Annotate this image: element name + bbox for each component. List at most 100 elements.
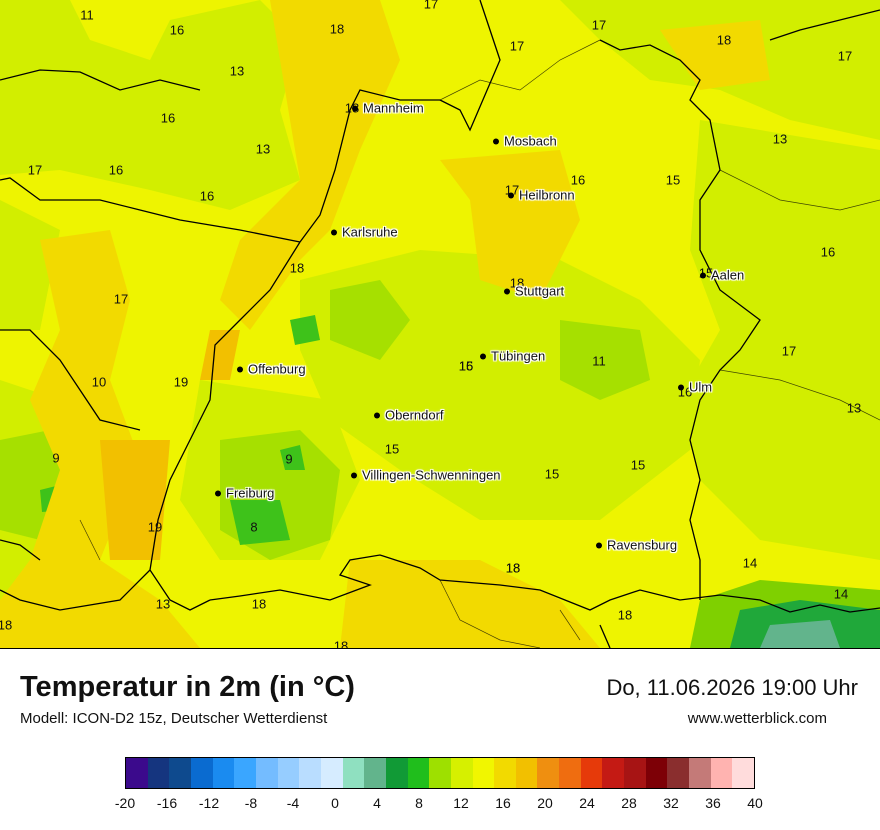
city-name: Karlsruhe [342, 224, 398, 240]
temperature-label: 17 [781, 343, 797, 359]
city-marker-mannheim: Mannheim [352, 101, 424, 116]
temperature-label: 13 [255, 141, 271, 157]
temperature-label: 18 [251, 596, 267, 612]
temperature-label: 17 [113, 291, 129, 307]
legend-tick-label: -20 [114, 795, 136, 811]
legend-swatch [320, 758, 343, 788]
legend-swatch [126, 758, 148, 788]
legend-swatch [147, 758, 170, 788]
temperature-label: 11 [592, 353, 606, 369]
temperature-label: 18 [329, 21, 345, 37]
city-marker-ravensburg: Ravensburg [596, 538, 677, 553]
legend-tick-label: 28 [621, 795, 637, 811]
temperature-label: 16 [199, 188, 215, 204]
legend-tick-label: 4 [373, 795, 381, 811]
map-background [0, 0, 880, 648]
temperature-label: 15 [665, 172, 681, 188]
color-scale-legend [125, 757, 755, 789]
city-dot-icon [480, 353, 486, 360]
temperature-label: 17 [509, 38, 525, 54]
legend-tick-label: 12 [453, 795, 469, 811]
city-dot-icon [700, 272, 706, 279]
city-marker-ulm: Ulm [678, 380, 712, 395]
temperature-label: 18 [617, 607, 633, 623]
legend-swatch [190, 758, 213, 788]
temperature-label: 15 [544, 466, 560, 482]
temperature-label: 18 [716, 32, 732, 48]
city-name: Villingen-Schwenningen [362, 467, 501, 483]
temperature-label: 15 [458, 358, 474, 374]
temperature-label: 13 [772, 131, 788, 147]
temperature-label: 8 [250, 519, 258, 535]
city-marker-villingen-schwenningen: Villingen-Schwenningen [351, 468, 501, 483]
legend-tick-label: 24 [579, 795, 595, 811]
legend-swatch [537, 758, 560, 788]
city-marker-karlsruhe: Karlsruhe [331, 225, 398, 240]
map-title: Temperatur in 2m (in °C) [20, 671, 355, 703]
legend-swatch [472, 758, 495, 788]
city-dot-icon [374, 412, 380, 419]
legend-swatch [667, 758, 690, 788]
legend-swatch [277, 758, 300, 788]
legend-tick-label: -12 [198, 795, 220, 811]
temperature-label: 9 [285, 451, 293, 467]
temperature-label: 11 [80, 7, 94, 23]
legend-swatch [169, 758, 191, 788]
legend-tick-label: 0 [331, 795, 339, 811]
legend-swatch [710, 758, 733, 788]
temperature-label: 16 [570, 172, 586, 188]
city-dot-icon [678, 384, 684, 391]
temperature-label: 18 [509, 275, 525, 291]
city-marker-offenburg: Offenburg [237, 362, 306, 377]
legend-swatch [689, 758, 711, 788]
legend-swatch [624, 758, 646, 788]
temperature-label: 14 [742, 555, 758, 571]
legend-tick-label: 36 [705, 795, 721, 811]
temperature-label: 13 [229, 63, 245, 79]
temperature-label: 17 [837, 48, 853, 64]
legend-swatch [255, 758, 278, 788]
city-marker-oberndorf: Oberndorf [374, 408, 444, 423]
temperature-label: 18 [505, 560, 521, 576]
city-marker-stuttgart: Stuttgart [504, 284, 564, 299]
legend-swatch [602, 758, 625, 788]
city-marker-freiburg: Freiburg [215, 486, 274, 501]
temperature-label: 19 [173, 374, 189, 390]
temperature-label: 18 [505, 560, 521, 576]
legend-swatch [212, 758, 235, 788]
temperature-label: 14 [833, 586, 849, 602]
city-dot-icon [508, 192, 514, 199]
legend-swatch [645, 758, 668, 788]
temperature-map: 11 17 16 18 17 17 18 13 17 16 18 16 13 1… [0, 0, 880, 649]
legend-swatch [234, 758, 256, 788]
city-dot-icon [331, 229, 337, 236]
website-credit: www.wetterblick.com [687, 710, 827, 727]
legend-swatch [407, 758, 430, 788]
legend-swatch [364, 758, 386, 788]
legend-swatch [299, 758, 321, 788]
city-dot-icon [352, 105, 358, 112]
legend-ticks: -20 -16 -12 -8 -4 0 4 8 12 16 20 24 28 32 36 40 [115, 795, 763, 813]
city-name: Mannheim [363, 100, 424, 116]
city-name: Heilbronn [519, 187, 575, 203]
temperature-label: 16 [108, 162, 124, 178]
temperature-label: 13 [155, 596, 171, 612]
city-name: Tübingen [491, 348, 546, 364]
legend-tick-label: -16 [156, 795, 178, 811]
city-marker-aalen: Aalen [700, 268, 744, 283]
legend-swatch [450, 758, 473, 788]
city-name: Aalen [711, 267, 745, 283]
legend-swatch [732, 758, 755, 788]
model-source: Modell: ICON-D2 15z, Deutscher Wetterdie… [20, 710, 328, 727]
city-name: Freiburg [226, 485, 275, 501]
temperature-label: 15 [630, 457, 646, 473]
city-name: Offenburg [248, 361, 306, 377]
city-dot-icon [237, 366, 243, 373]
city-dot-icon [215, 490, 221, 497]
city-dot-icon [596, 542, 602, 549]
legend-swatch [429, 758, 451, 788]
legend-swatch [494, 758, 516, 788]
temperature-label: 16 [458, 358, 474, 374]
city-name: Stuttgart [515, 283, 565, 299]
city-name: Oberndorf [385, 407, 444, 423]
